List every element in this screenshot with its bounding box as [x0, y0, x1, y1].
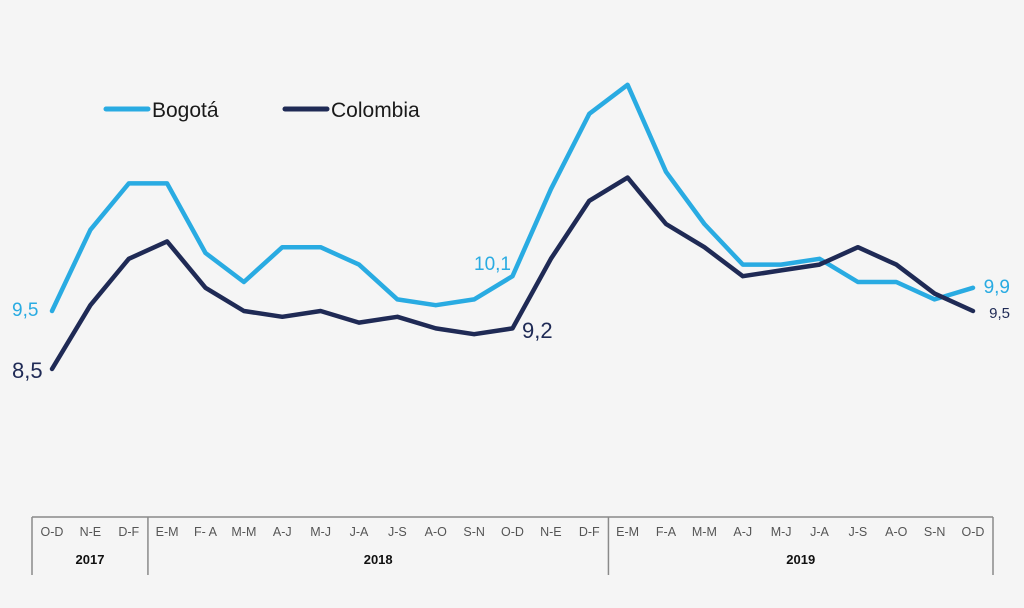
legend-label: Bogotá — [152, 99, 219, 122]
x-tick-label: O-D — [501, 525, 524, 539]
x-tick-label: J-S — [388, 525, 407, 539]
x-tick-label: J-A — [350, 525, 369, 539]
x-tick-label: M-M — [692, 525, 717, 539]
year-label: 2018 — [364, 552, 393, 567]
x-tick-label: N-E — [540, 525, 562, 539]
x-tick-label: N-E — [80, 525, 102, 539]
x-tick-label: O-D — [41, 525, 64, 539]
x-tick-label: D-F — [579, 525, 600, 539]
x-tick-label: O-D — [962, 525, 985, 539]
x-tick-label: A-J — [733, 525, 752, 539]
x-tick-label: A-J — [273, 525, 292, 539]
x-tick-label: S-N — [463, 525, 485, 539]
x-tick-label: J-S — [849, 525, 868, 539]
year-label: 2017 — [76, 552, 105, 567]
data-label: 9,9 — [984, 277, 1010, 298]
x-tick-label: A-O — [885, 525, 908, 539]
x-tick-label: F-A — [656, 525, 677, 539]
x-tick-label: M-M — [231, 525, 256, 539]
data-label: 8,5 — [12, 358, 43, 383]
data-label: 9,5 — [12, 300, 38, 321]
x-tick-label: D-F — [118, 525, 139, 539]
year-label: 2019 — [786, 552, 815, 567]
data-label: 10,1 — [474, 254, 511, 275]
x-tick-label: J-A — [810, 525, 829, 539]
data-label: 9,5 — [989, 305, 1010, 322]
x-tick-label: S-N — [924, 525, 946, 539]
x-tick-label: E-M — [616, 525, 639, 539]
data-label: 9,2 — [522, 318, 553, 343]
x-tick-label: A-O — [425, 525, 448, 539]
x-tick-label: M-J — [310, 525, 331, 539]
x-tick-label: E-M — [156, 525, 179, 539]
x-tick-label: M-J — [771, 525, 792, 539]
legend-label: Colombia — [331, 99, 420, 122]
x-tick-label: F- A — [194, 525, 218, 539]
